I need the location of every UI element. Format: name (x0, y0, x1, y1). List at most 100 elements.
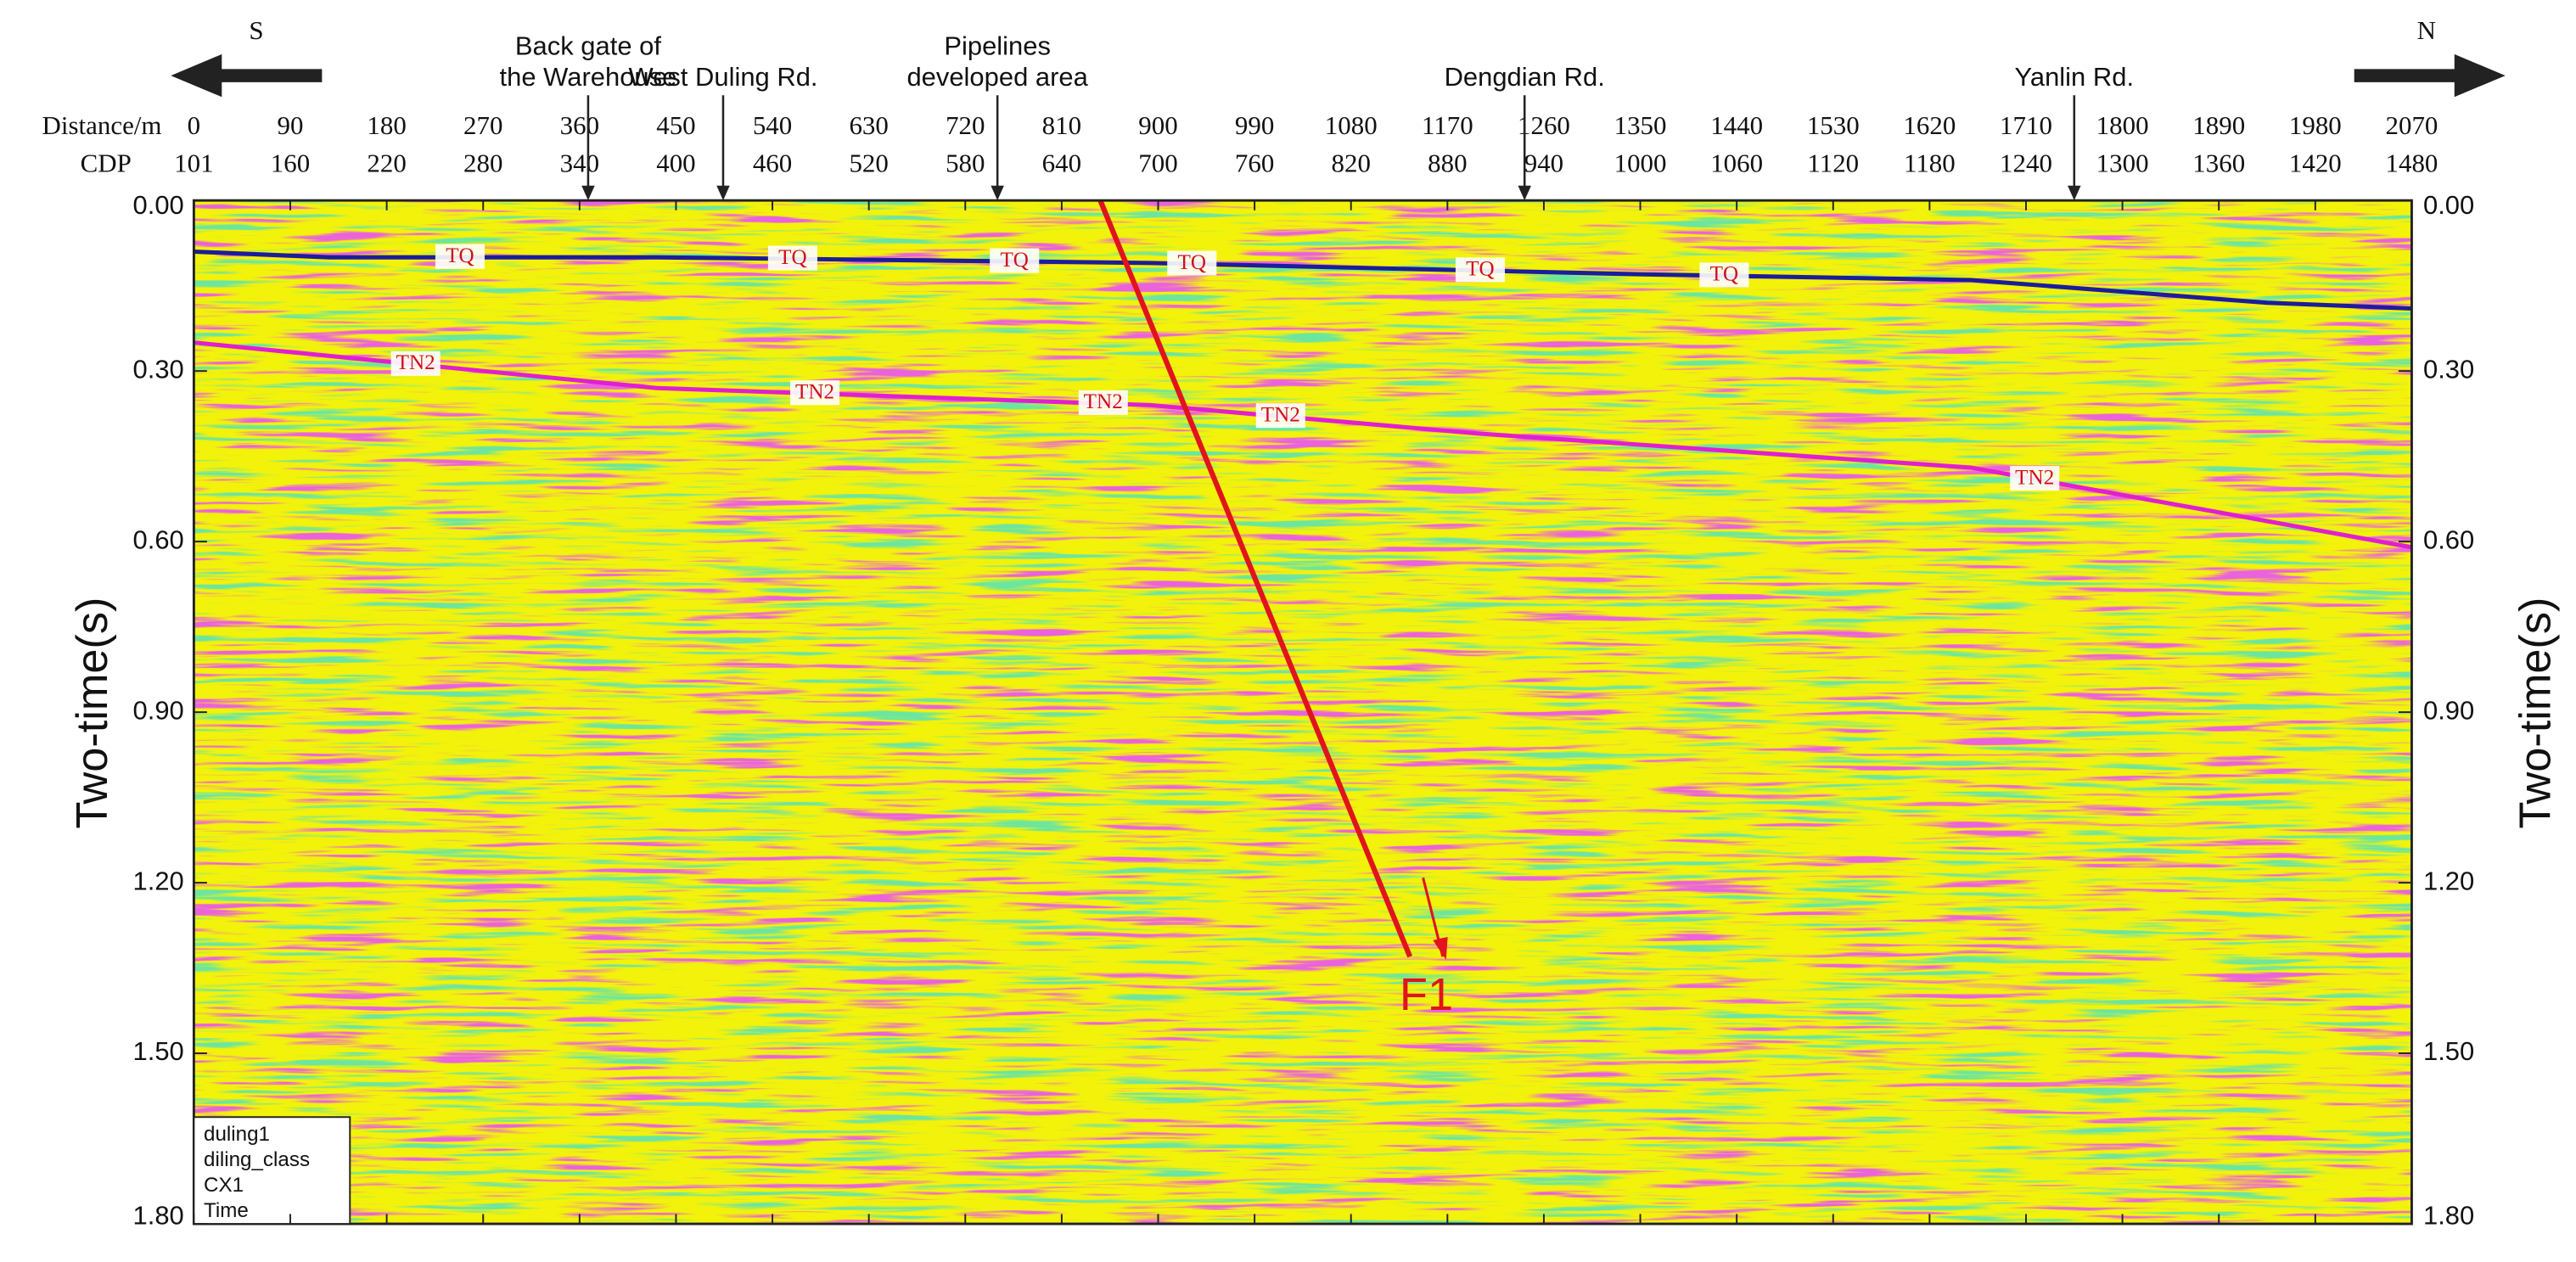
location-arrowhead (581, 185, 595, 201)
horizon-label-box (1167, 250, 1217, 276)
x-tick-label: 1530 (1807, 110, 1860, 140)
x-tick-label: 540 (753, 110, 792, 140)
cdp-tick-label: 640 (1042, 149, 1081, 178)
location-arrowhead (716, 185, 730, 201)
horizon-label: TN2 (2015, 466, 2054, 489)
x-tick-label: 1080 (1325, 110, 1378, 140)
location-arrowhead (1518, 185, 1531, 201)
fault-line (1097, 200, 1413, 958)
y-tick-label: 0.00 (2423, 190, 2474, 220)
horizon-label-box (1078, 390, 1128, 415)
y-tick-label: 0.30 (133, 354, 184, 384)
y-tick-label: 1.50 (2423, 1036, 2474, 1066)
location-label: West Duling Rd. (628, 62, 817, 92)
info-text: Time (204, 1199, 249, 1222)
y-tick-label: 0.30 (2423, 354, 2474, 384)
cdp-tick-label: 340 (560, 149, 599, 178)
cdp-tick-label: 1360 (2192, 149, 2245, 178)
cdp-axis-label: CDP (81, 149, 132, 178)
cdp-tick-label: 400 (656, 149, 695, 178)
x-tick-label: 1440 (1710, 110, 1763, 140)
x-tick-label: 360 (560, 110, 599, 140)
y-axis-title: Two-time(s) (68, 597, 117, 829)
y-tick-label: 1.80 (133, 1200, 184, 1230)
arrow-north (2354, 53, 2506, 98)
x-tick-label: 1170 (1422, 110, 1473, 140)
info-text: diling_class (204, 1148, 310, 1171)
cdp-tick-label: 760 (1235, 149, 1274, 178)
horizon-label: TQ (1177, 251, 1206, 274)
horizon-label-box (2010, 466, 2060, 491)
cdp-tick-label: 1180 (1904, 149, 1956, 178)
x-tick-label: 1350 (1614, 110, 1667, 140)
location-label: developed area (906, 62, 1088, 92)
x-tick-label: 630 (849, 110, 888, 140)
location-arrowhead (991, 185, 1004, 201)
x-tick-label: 720 (946, 110, 985, 140)
y-tick-label: 1.20 (133, 866, 184, 895)
y-axis-title: Two-time(s) (2511, 597, 2560, 829)
cdp-tick-label: 1300 (2096, 149, 2149, 178)
y-tick-label: 0.00 (133, 190, 184, 220)
direction-label: N (2417, 15, 2436, 45)
location-arrowhead (2068, 185, 2081, 201)
cdp-tick-label: 1240 (2000, 149, 2052, 178)
y-tick-label: 0.90 (2423, 695, 2474, 725)
horizon-label-box (1455, 257, 1505, 283)
location-label: Dengdian Rd. (1445, 62, 1605, 92)
location-label: Pipelines (944, 31, 1051, 60)
x-tick-label: 450 (656, 110, 695, 140)
x-tick-label: 0 (188, 110, 200, 140)
horizon-label-box (990, 248, 1040, 273)
fault-label: F1 (1400, 969, 1453, 1020)
y-tick-label: 0.60 (2423, 524, 2474, 554)
x-tick-label: 1260 (1518, 110, 1570, 140)
x-tick-label: 90 (278, 110, 304, 140)
horizon-label-box (790, 380, 840, 406)
horizon-label: TN2 (1261, 403, 1300, 426)
horizon-label: TQ (778, 246, 807, 269)
cdp-tick-label: 1120 (1807, 149, 1859, 178)
cdp-tick-label: 280 (463, 149, 502, 178)
location-label: Yanlin Rd. (2015, 62, 2135, 92)
info-box-frame (193, 1116, 351, 1226)
x-tick-label: 1620 (1903, 110, 1956, 140)
horizon-label: TQ (1710, 263, 1739, 286)
horizon-label: TN2 (795, 380, 834, 403)
cdp-tick-label: 580 (946, 149, 985, 178)
location-label: Back gate of (515, 31, 661, 60)
horizon-label-box (767, 245, 817, 271)
x-tick-label: 1800 (2096, 110, 2149, 140)
horizon-label-box (1255, 403, 1305, 429)
seismic-texture (194, 200, 2412, 1225)
y-tick-label: 0.60 (133, 524, 184, 554)
horizon-label: TQ (1466, 258, 1495, 281)
horizon-label-box (390, 351, 441, 376)
x-tick-label: 1890 (2192, 110, 2245, 140)
cdp-tick-label: 101 (174, 149, 213, 178)
x-tick-label: 270 (463, 110, 502, 140)
y-tick-label: 1.20 (2423, 866, 2474, 895)
cdp-tick-label: 1420 (2289, 149, 2342, 178)
cdp-tick-label: 820 (1332, 149, 1371, 178)
cdp-tick-label: 460 (753, 149, 792, 178)
x-tick-label: 2070 (2385, 110, 2438, 140)
cdp-tick-label: 160 (271, 149, 310, 178)
x-tick-label: 180 (367, 110, 406, 140)
y-tick-label: 0.90 (133, 695, 184, 725)
info-text: duling1 (204, 1123, 270, 1146)
horizon-label: TQ (1000, 249, 1029, 272)
horizon-label: TQ (446, 244, 474, 267)
x-tick-label: 1980 (2289, 110, 2342, 140)
horizon-label: TN2 (1084, 390, 1123, 413)
horizon-layer: TQ TQ TQ TQ TQ TQ TN2 TN2 TN2 TN2 TN2 (194, 200, 2412, 961)
cdp-tick-label: 880 (1428, 149, 1467, 178)
horizon-label-box (435, 244, 485, 269)
location-label: the Warehouse (500, 62, 677, 92)
x-tick-label: 810 (1042, 110, 1081, 140)
cdp-tick-label: 1000 (1614, 149, 1667, 178)
